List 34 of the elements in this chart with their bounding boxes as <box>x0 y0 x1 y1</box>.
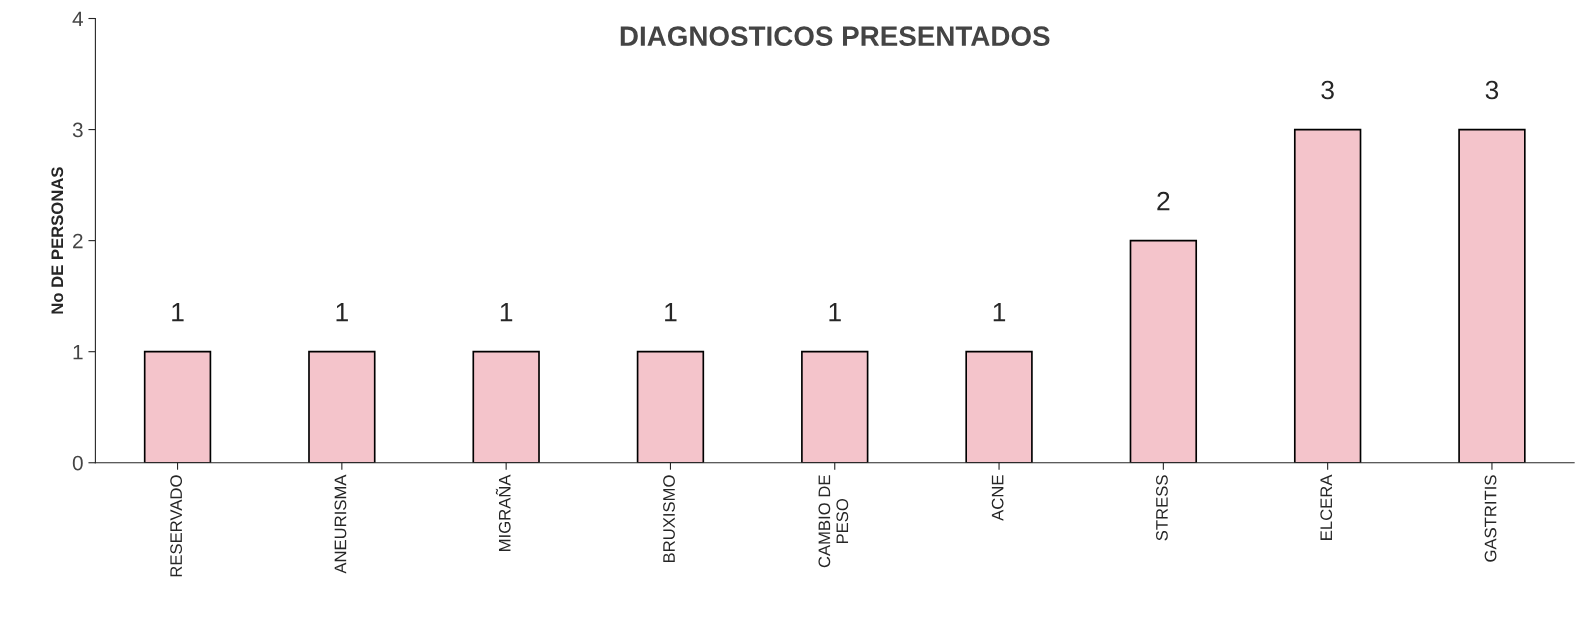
data-label: 1 <box>829 303 841 322</box>
y-tick-label: 0 <box>72 455 83 471</box>
bar <box>1293 128 1362 463</box>
data-label: 1 <box>172 303 184 322</box>
data-label: 2 <box>1157 191 1170 211</box>
y-tick-label: 1 <box>73 344 83 360</box>
data-label: 1 <box>336 303 348 322</box>
bar <box>308 350 376 463</box>
data-label: 1 <box>500 303 513 322</box>
bar <box>965 350 1033 463</box>
y-axis-title: No DE PERSONAS <box>51 167 64 314</box>
x-tick-label: CAMBIO DE PESO <box>818 475 849 568</box>
x-tick-label: RESERVADO <box>170 475 183 577</box>
bar <box>801 350 869 463</box>
x-tick-label: GASTRITIS <box>1484 475 1497 562</box>
y-tick-label: 4 <box>72 11 83 27</box>
bar <box>636 350 705 463</box>
x-tick-label: STRESS <box>1156 475 1168 541</box>
x-tick-label: ELCERA <box>1320 474 1333 540</box>
bar <box>472 350 540 463</box>
x-tick-label: BRUXISMO <box>663 475 675 563</box>
bar <box>143 350 212 463</box>
chart-title: DIAGNOSTICOS PRESENTADOS <box>620 26 1050 46</box>
data-label: 3 <box>1485 80 1499 100</box>
bar <box>1129 239 1198 463</box>
y-tick-label: 2 <box>73 233 83 249</box>
x-tick-label: ACNE <box>991 475 1004 521</box>
data-label: 3 <box>1321 80 1334 100</box>
data-label: 1 <box>665 303 677 322</box>
x-tick-label: MIGRAÑA <box>495 474 511 551</box>
data-label: 1 <box>993 303 1006 322</box>
bar <box>1458 128 1526 463</box>
y-tick-label: 3 <box>72 122 83 138</box>
x-tick-label: ANEURISMA <box>334 474 347 574</box>
